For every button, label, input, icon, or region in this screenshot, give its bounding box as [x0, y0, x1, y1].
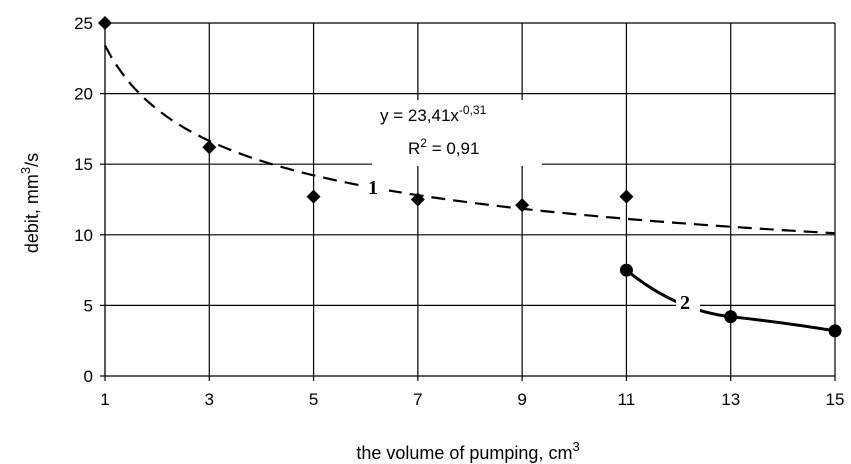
equation-box [372, 100, 542, 166]
y-tick-label: 20 [74, 85, 93, 104]
axes [100, 22, 836, 381]
series-1-point [306, 189, 321, 204]
series-2-point [619, 263, 633, 277]
x-tick-label: 1 [100, 390, 109, 409]
series-2-point [724, 310, 738, 324]
y-tick-label: 25 [74, 14, 93, 33]
grid [105, 22, 836, 376]
x-tick-label: 5 [309, 390, 318, 409]
y-tick-labels: 0 5 10 15 20 25 [74, 14, 93, 386]
curve-label-1: 1 [368, 177, 378, 199]
trendline-1 [104, 44, 836, 235]
equation-label: y = 23,41x-0,31 [380, 103, 487, 125]
trendlines [104, 44, 836, 333]
y-tick-label: 15 [74, 155, 93, 174]
x-axis-title: the volume of pumping, cm3 [356, 439, 579, 463]
series-2-point [828, 324, 842, 338]
series-1-point [515, 198, 530, 213]
series-1-point [202, 140, 217, 155]
r-squared-label: R2 = 0,91 [408, 136, 479, 158]
series-1-point [619, 189, 634, 204]
series-1-point [98, 16, 112, 30]
y-tick-label: 0 [84, 367, 93, 386]
x-tick-label: 11 [618, 390, 636, 409]
x-tick-label: 9 [517, 390, 526, 409]
series-1-point [410, 192, 425, 207]
x-tick-label: 3 [205, 390, 214, 409]
x-tick-label: 13 [721, 390, 740, 409]
x-tick-label: 7 [413, 390, 422, 409]
x-tick-label: 15 [826, 390, 845, 409]
y-tick-label: 5 [84, 296, 93, 315]
y-tick-label: 10 [74, 226, 93, 245]
curve-label-1-bg [361, 174, 389, 200]
data-points [98, 16, 842, 338]
curve-label-2-bg [676, 289, 700, 315]
x-tick-labels: 1 3 5 7 9 11 13 15 [100, 390, 844, 409]
y-axis-title: debit, mm3/s [18, 153, 42, 253]
curve-label-2: 2 [680, 292, 690, 314]
